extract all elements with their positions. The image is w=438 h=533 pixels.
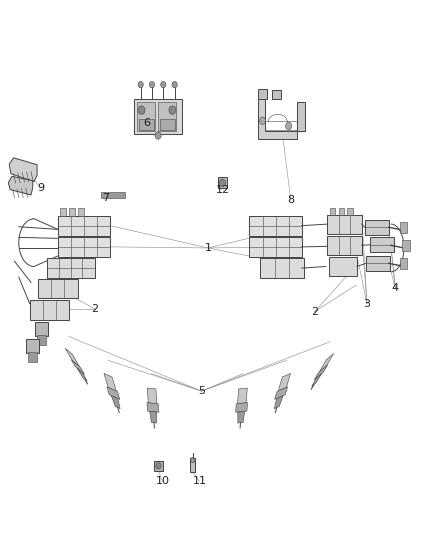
- Bar: [327, 236, 362, 255]
- Bar: [78, 208, 84, 216]
- Polygon shape: [65, 348, 79, 367]
- Polygon shape: [237, 388, 247, 403]
- Bar: [260, 258, 304, 278]
- Bar: [134, 100, 182, 134]
- Bar: [58, 237, 110, 257]
- Bar: [399, 222, 407, 232]
- Bar: [30, 301, 69, 319]
- Polygon shape: [77, 368, 87, 382]
- Bar: [371, 237, 394, 252]
- Text: 5: 5: [198, 386, 205, 396]
- Bar: [327, 215, 362, 233]
- Polygon shape: [236, 402, 247, 413]
- Bar: [330, 208, 335, 215]
- Circle shape: [219, 179, 226, 187]
- Polygon shape: [104, 374, 116, 391]
- Polygon shape: [319, 353, 334, 372]
- Circle shape: [138, 106, 145, 114]
- Polygon shape: [9, 158, 37, 182]
- Bar: [250, 237, 302, 257]
- Text: 12: 12: [216, 184, 230, 195]
- Bar: [60, 208, 66, 216]
- Circle shape: [155, 132, 161, 139]
- Bar: [218, 177, 227, 188]
- Text: 3: 3: [364, 298, 371, 309]
- Bar: [28, 352, 37, 362]
- Text: 4: 4: [392, 282, 399, 293]
- Bar: [101, 192, 124, 198]
- Polygon shape: [274, 395, 283, 409]
- Polygon shape: [71, 360, 85, 374]
- Bar: [35, 321, 48, 336]
- Polygon shape: [311, 373, 322, 387]
- Polygon shape: [258, 100, 297, 139]
- Bar: [402, 240, 410, 251]
- Bar: [339, 208, 344, 215]
- Bar: [272, 90, 281, 100]
- Bar: [250, 216, 302, 236]
- Bar: [158, 102, 177, 131]
- Circle shape: [191, 457, 195, 463]
- Circle shape: [149, 82, 155, 88]
- Bar: [190, 458, 195, 472]
- Bar: [39, 279, 78, 298]
- Polygon shape: [8, 176, 33, 195]
- Bar: [347, 208, 353, 215]
- Circle shape: [286, 122, 292, 130]
- Text: 11: 11: [192, 477, 206, 486]
- Polygon shape: [150, 411, 157, 423]
- Bar: [154, 461, 163, 471]
- Polygon shape: [314, 365, 328, 379]
- Polygon shape: [238, 411, 245, 423]
- Polygon shape: [111, 395, 120, 409]
- Bar: [47, 258, 95, 278]
- Bar: [160, 119, 175, 130]
- Bar: [37, 335, 46, 345]
- Text: 1: 1: [205, 243, 212, 253]
- Bar: [399, 258, 407, 269]
- Polygon shape: [107, 387, 120, 399]
- Bar: [26, 338, 39, 353]
- Circle shape: [169, 106, 176, 114]
- Text: 9: 9: [37, 183, 44, 193]
- Bar: [137, 102, 155, 131]
- Bar: [297, 102, 305, 131]
- Polygon shape: [278, 374, 290, 391]
- Bar: [366, 256, 390, 271]
- Circle shape: [172, 82, 177, 88]
- Text: 8: 8: [287, 195, 294, 205]
- Circle shape: [156, 463, 161, 469]
- Bar: [139, 119, 154, 130]
- Polygon shape: [147, 388, 157, 403]
- Text: 2: 2: [311, 306, 318, 317]
- Bar: [58, 216, 110, 236]
- Bar: [258, 89, 267, 100]
- Polygon shape: [147, 402, 159, 413]
- Bar: [365, 220, 389, 235]
- Circle shape: [138, 82, 143, 88]
- Text: 7: 7: [102, 192, 110, 203]
- Circle shape: [161, 82, 166, 88]
- Text: 6: 6: [144, 118, 151, 128]
- Bar: [328, 257, 357, 276]
- Bar: [69, 208, 75, 216]
- Polygon shape: [275, 387, 288, 399]
- Text: 10: 10: [155, 477, 170, 486]
- Text: 2: 2: [92, 304, 99, 314]
- Circle shape: [259, 117, 265, 124]
